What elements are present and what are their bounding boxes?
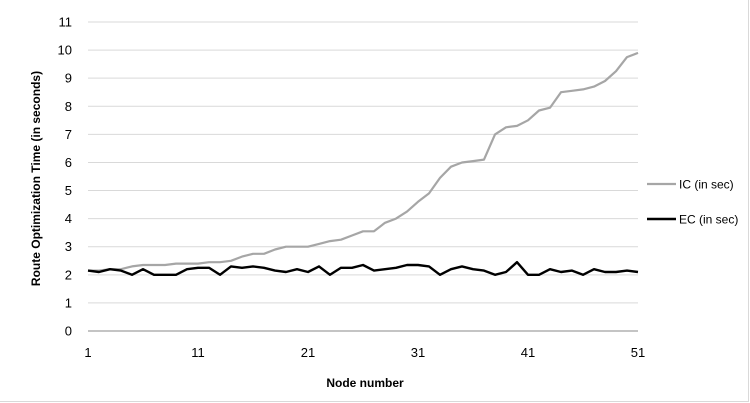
gridlines [88, 21, 638, 304]
x-tick-label: 1 [84, 345, 91, 360]
x-axis-title: Node number [326, 376, 404, 390]
legend: IC (in sec) EC (in sec) [647, 178, 738, 227]
y-tick-label: 0 [65, 324, 72, 339]
x-tick-label: 51 [631, 345, 645, 360]
y-tick-label: 9 [65, 71, 72, 86]
y-tick-label: 6 [65, 155, 72, 170]
legend-label: EC (in sec) [679, 213, 738, 227]
legend-label: IC (in sec) [679, 178, 734, 192]
y-tick-label: 8 [65, 99, 72, 114]
x-tick-label: 11 [191, 345, 205, 360]
y-tick-label: 11 [59, 15, 73, 30]
x-tick-label: 21 [301, 345, 315, 360]
y-tick-label: 7 [65, 127, 72, 142]
series-line-ic [88, 51, 639, 272]
y-tick-label: 4 [65, 211, 72, 226]
x-axis-ticks: 1 11 21 31 41 51 [84, 345, 645, 360]
y-tick-label: 2 [65, 267, 72, 282]
y-tick-label: 3 [65, 239, 72, 254]
x-tick-label: 41 [521, 345, 535, 360]
y-axis-title: Route Optimization Time (in seconds) [29, 71, 43, 286]
series-lines [87, 51, 639, 276]
y-tick-label: 10 [58, 43, 72, 58]
y-tick-label: 1 [65, 295, 72, 310]
y-axis-ticks: 0 1 2 3 4 5 6 7 8 9 10 11 [58, 15, 72, 339]
series-line-ec [87, 261, 639, 276]
x-tick-label: 31 [411, 345, 425, 360]
y-tick-label: 5 [65, 183, 72, 198]
